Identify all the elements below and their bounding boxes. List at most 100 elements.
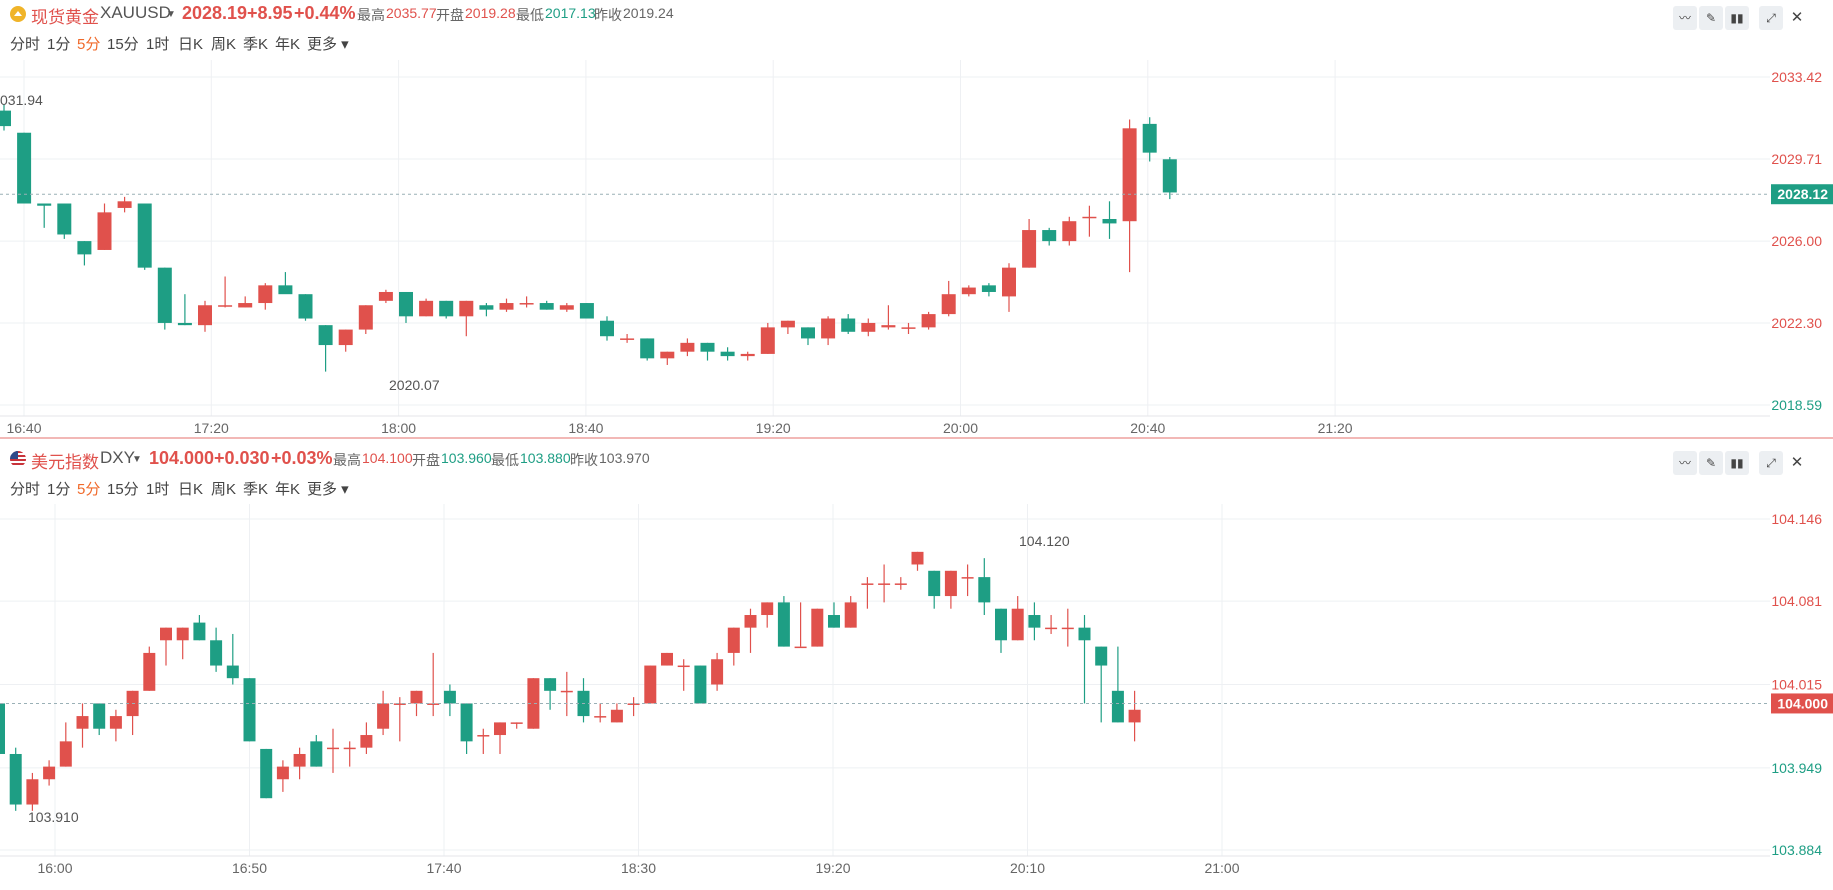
candle-body xyxy=(97,212,112,250)
candle-body xyxy=(661,652,673,666)
close-icon[interactable]: ✕ xyxy=(1790,454,1804,471)
draw-icon[interactable]: ✎ xyxy=(1699,6,1723,30)
candle-type-icon[interactable]: ▮▮ xyxy=(1725,6,1749,30)
candle xyxy=(680,338,695,357)
candle-body xyxy=(193,622,206,641)
candle xyxy=(841,314,856,335)
candle xyxy=(459,300,474,337)
y-tick-label: 104.146 xyxy=(1771,511,1822,527)
period-tab[interactable]: 分时 xyxy=(10,481,41,498)
max-price-annotation: 031.94 xyxy=(0,92,43,108)
candle xyxy=(37,203,52,228)
expand-icon[interactable]: ⤢ xyxy=(1759,451,1783,475)
y-tick-label: 104.081 xyxy=(1771,593,1822,609)
candle-body xyxy=(744,615,757,628)
candle-body xyxy=(1111,690,1124,723)
candle xyxy=(293,747,306,780)
period-tab[interactable]: 年K xyxy=(275,481,301,498)
indicator-icon[interactable]: 〰 xyxy=(1673,6,1697,30)
x-tick-label: 17:40 xyxy=(426,860,461,876)
candle xyxy=(727,627,740,666)
candle-body xyxy=(1122,128,1137,222)
gold-candlestick-chart[interactable]: 2033.42 2029.71 2026.00 2022.30 2018.59 16:40… xyxy=(0,60,1833,438)
dxy-symbol-name[interactable]: 美元指数 xyxy=(31,453,99,472)
dxy-prev-label: 昨收 xyxy=(570,452,598,468)
dxy-low-value: 103.880 xyxy=(520,450,571,466)
candle-body xyxy=(419,300,434,317)
candle xyxy=(218,276,233,308)
close-icon[interactable]: ✕ xyxy=(1790,9,1804,26)
dxy-toolbar: 〰 ✎ ▮▮ ⤢ ✕ xyxy=(1673,451,1833,477)
period-tab[interactable]: 周K xyxy=(211,36,237,53)
period-tab[interactable]: 更多 ▾ xyxy=(307,481,349,498)
gold-open-label: 开盘 xyxy=(436,7,464,23)
gold-toolbar: 〰 ✎ ▮▮ ⤢ ✕ xyxy=(1673,6,1833,32)
gold-prev-value: 2019.24 xyxy=(623,5,674,21)
symbol-dropdown-icon[interactable]: ▼ xyxy=(132,454,142,465)
period-tab[interactable]: 15分 xyxy=(107,36,139,53)
candle-body xyxy=(821,318,836,339)
candle xyxy=(43,760,56,786)
period-tab[interactable]: 15分 xyxy=(107,481,139,498)
gold-header: 现货黄金 XAUUSD ▼ 2028.19 +8.95 +0.44% 最高 20… xyxy=(0,0,1833,28)
y-tick-label: 2029.71 xyxy=(1771,151,1822,167)
candle xyxy=(777,596,790,647)
candle-body xyxy=(878,583,891,585)
period-tab[interactable]: 日K xyxy=(178,36,204,53)
candle xyxy=(378,289,393,304)
candle xyxy=(1122,119,1137,273)
period-tab[interactable]: 1时 xyxy=(146,481,170,498)
candle xyxy=(700,342,715,361)
x-tick-label: 19:20 xyxy=(815,860,850,876)
candle-body xyxy=(961,577,974,579)
gold-price: 2028.19 xyxy=(182,3,248,23)
period-tab[interactable]: 年K xyxy=(275,36,301,53)
period-tab[interactable]: 季K xyxy=(243,36,269,53)
candle xyxy=(377,690,390,736)
candle xyxy=(1102,201,1117,239)
candle-body xyxy=(399,291,413,317)
draw-icon[interactable]: ✎ xyxy=(1699,451,1723,475)
dxy-candlestick-chart[interactable]: 104.146 104.081 104.015 103.949 103.884 16:00… xyxy=(0,504,1833,890)
candle xyxy=(210,627,223,672)
candle xyxy=(310,735,323,767)
candle xyxy=(720,347,735,361)
symbol-dropdown-icon[interactable]: ▼ xyxy=(166,9,176,20)
period-tab[interactable]: 周K xyxy=(211,481,237,498)
candle-body xyxy=(579,303,594,319)
candle xyxy=(1002,263,1016,312)
period-tab[interactable]: 5分 xyxy=(77,36,101,53)
period-tab[interactable]: 分时 xyxy=(10,36,41,53)
candle xyxy=(193,615,206,641)
period-tab[interactable]: 1分 xyxy=(47,481,71,498)
gold-coin-icon xyxy=(10,6,26,26)
candle xyxy=(17,132,32,204)
period-tab[interactable]: 更多 ▾ xyxy=(307,36,349,53)
candle-body xyxy=(928,570,941,597)
dxy-symbol-code[interactable]: DXY xyxy=(100,448,135,467)
x-tick-label: 19:20 xyxy=(756,420,791,436)
gold-symbol-name[interactable]: 现货黄金 xyxy=(31,8,99,27)
candle-body xyxy=(610,709,623,723)
candle xyxy=(443,684,456,717)
indicator-icon[interactable]: 〰 xyxy=(1673,451,1697,475)
candle xyxy=(881,305,896,330)
candle xyxy=(794,602,807,649)
candle-body xyxy=(1002,267,1016,297)
gold-symbol-code[interactable]: XAUUSD xyxy=(100,3,171,22)
candle xyxy=(519,296,534,308)
candle-body xyxy=(881,325,896,328)
last-price-tag xyxy=(1771,693,1833,714)
expand-icon[interactable]: ⤢ xyxy=(1759,6,1783,30)
period-tab[interactable]: 日K xyxy=(178,481,204,498)
period-tab[interactable]: 1分 xyxy=(47,36,71,53)
period-tab[interactable]: 季K xyxy=(243,481,269,498)
period-tab[interactable]: 5分 xyxy=(77,481,101,498)
candle xyxy=(620,334,635,343)
candle-type-icon[interactable]: ▮▮ xyxy=(1725,451,1749,475)
period-tab[interactable]: 1时 xyxy=(146,36,170,53)
candle-body xyxy=(143,652,156,691)
candle-body xyxy=(26,779,39,805)
candle-body xyxy=(620,338,635,340)
candle-body xyxy=(1082,216,1097,219)
